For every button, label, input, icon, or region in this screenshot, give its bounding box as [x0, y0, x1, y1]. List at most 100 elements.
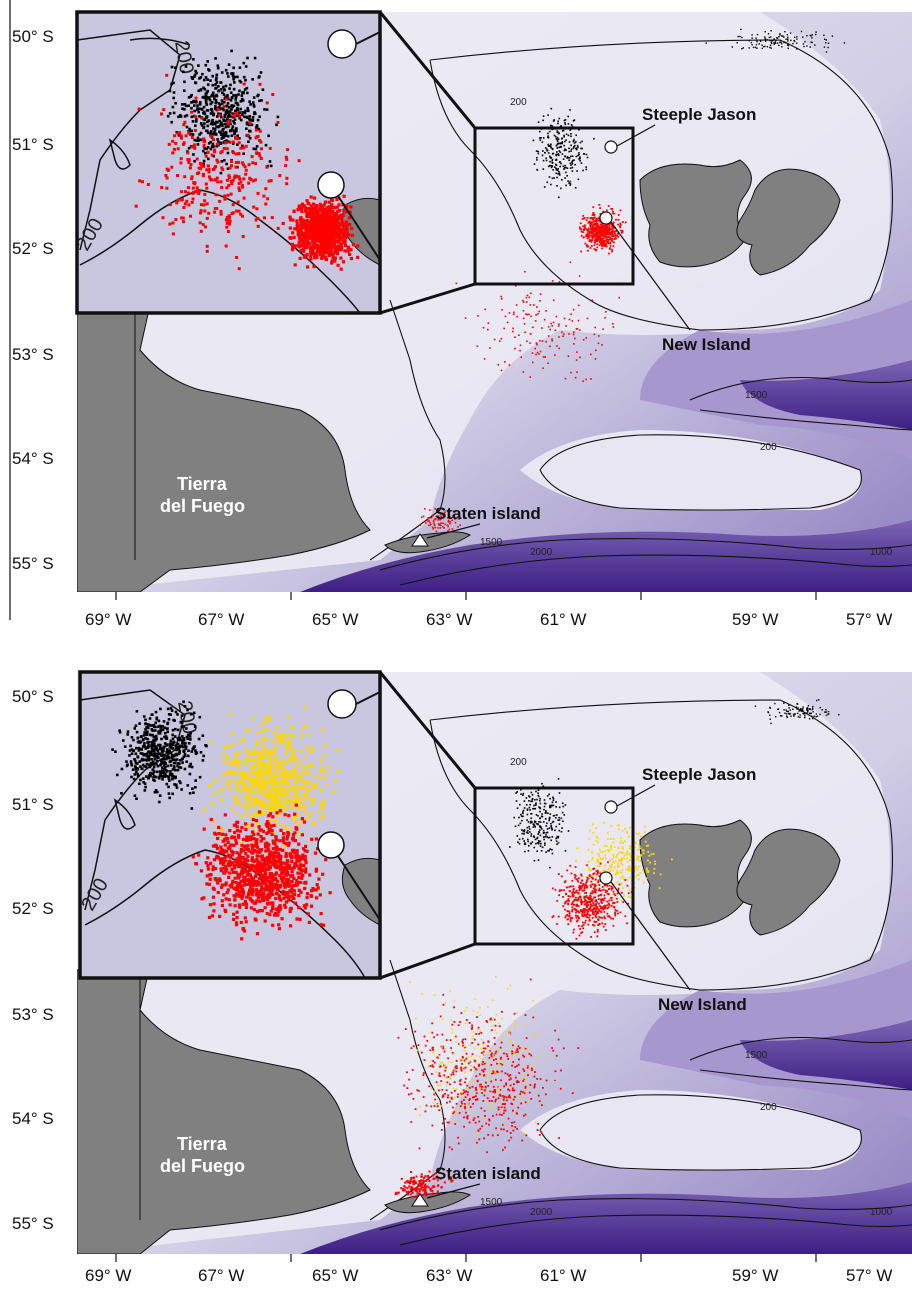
track-point-red	[513, 314, 515, 316]
track-point-red	[479, 1128, 481, 1130]
track-point-red	[466, 1019, 468, 1021]
track-point-yellow	[636, 833, 638, 835]
track-point-red	[586, 895, 588, 897]
track-point-red	[423, 1096, 425, 1098]
track-point-red	[618, 219, 620, 221]
inset-track-point-red	[235, 166, 238, 169]
inset-track-point-black	[169, 90, 172, 93]
track-point-yellow	[527, 1088, 529, 1090]
track-point-red	[483, 1138, 485, 1140]
track-point-black	[574, 164, 576, 166]
track-point-black	[578, 179, 580, 181]
track-point-yellow	[479, 1014, 481, 1016]
inset-track-point-red	[214, 207, 217, 210]
track-point-red	[447, 1082, 449, 1084]
track-point-red	[456, 1103, 458, 1105]
track-point-yellow	[605, 858, 607, 860]
track-point-black	[536, 157, 538, 159]
inset-track-point-red	[323, 231, 326, 234]
inset-track-point-red	[237, 161, 240, 164]
track-point-black	[756, 44, 757, 45]
track-point-yellow	[504, 1124, 506, 1126]
track-point-red	[457, 526, 459, 528]
track-point-red	[590, 226, 592, 228]
inset-track-point-red	[208, 175, 211, 178]
inset-track-point-red	[322, 214, 325, 217]
track-point-yellow	[595, 876, 597, 878]
track-point-red	[475, 1033, 477, 1035]
track-point-red	[415, 1182, 417, 1184]
inset-track-point-black	[183, 81, 186, 84]
track-point-red	[402, 1188, 404, 1190]
track-point-black	[577, 155, 579, 157]
track-point-yellow	[454, 1069, 456, 1071]
track-point-red	[481, 1052, 483, 1054]
track-point-red	[597, 881, 599, 883]
track-point-red	[594, 244, 596, 246]
track-point-red	[568, 900, 570, 902]
inset-track-point-black	[231, 97, 234, 100]
track-point-red	[577, 919, 579, 921]
track-point-black	[528, 821, 530, 823]
inset-track-point-red	[304, 210, 307, 213]
track-point-black	[538, 806, 540, 808]
track-point-red	[607, 893, 609, 895]
inset-track-point-black	[228, 63, 231, 66]
track-point-red	[594, 931, 596, 933]
track-point-red	[584, 914, 586, 916]
track-point-yellow	[514, 1027, 516, 1029]
track-point-red	[593, 227, 595, 229]
track-point-red	[523, 318, 525, 320]
track-point-red	[560, 1088, 562, 1090]
track-point-red	[556, 923, 558, 925]
inset-track-point-red	[192, 198, 195, 201]
track-point-red	[622, 221, 624, 223]
track-point-black	[792, 43, 793, 44]
track-point-black	[575, 135, 577, 137]
track-point-red	[612, 230, 614, 232]
inset-track-point-red	[185, 134, 188, 137]
track-point-black	[524, 829, 526, 831]
track-point-red	[505, 1072, 507, 1074]
inset-track-point-black	[173, 91, 176, 94]
track-point-red	[503, 1103, 505, 1105]
track-point-black	[543, 839, 545, 841]
track-point-red	[573, 888, 575, 890]
track-point-black	[543, 821, 545, 823]
track-point-red	[567, 914, 569, 916]
track-point-black	[545, 158, 547, 160]
track-point-yellow	[629, 827, 631, 829]
track-point-red	[592, 924, 594, 926]
track-point-red	[432, 1174, 434, 1176]
track-point-red	[538, 1095, 540, 1097]
track-point-black	[556, 173, 558, 175]
track-point-black	[523, 793, 525, 795]
lon-label-67: 67° W	[198, 610, 244, 629]
track-point-red	[559, 281, 561, 283]
inset-track-point-black	[216, 138, 219, 141]
inset-track-point-red	[314, 245, 317, 248]
track-point-red	[438, 1109, 440, 1111]
track-point-yellow	[462, 1089, 464, 1091]
track-point-yellow	[476, 1063, 478, 1065]
track-point-red	[572, 896, 574, 898]
track-point-black	[764, 46, 765, 47]
inset-track-point-red	[198, 167, 201, 170]
track-point-red	[494, 1043, 496, 1045]
inset-track-point-black	[243, 76, 246, 79]
track-point-red	[565, 880, 567, 882]
track-point-black	[787, 37, 788, 38]
track-point-red	[513, 1099, 515, 1101]
track-point-red	[600, 234, 602, 236]
track-point-red	[604, 232, 606, 234]
track-point-red	[611, 226, 613, 228]
track-point-black	[573, 159, 575, 161]
track-point-black	[522, 794, 524, 796]
track-point-red	[476, 1016, 478, 1018]
track-point-red	[472, 1103, 474, 1105]
track-point-black	[534, 860, 536, 862]
track-point-red	[555, 330, 557, 332]
track-point-red	[431, 517, 433, 519]
track-point-red	[410, 1189, 412, 1191]
track-point-black	[570, 145, 572, 147]
